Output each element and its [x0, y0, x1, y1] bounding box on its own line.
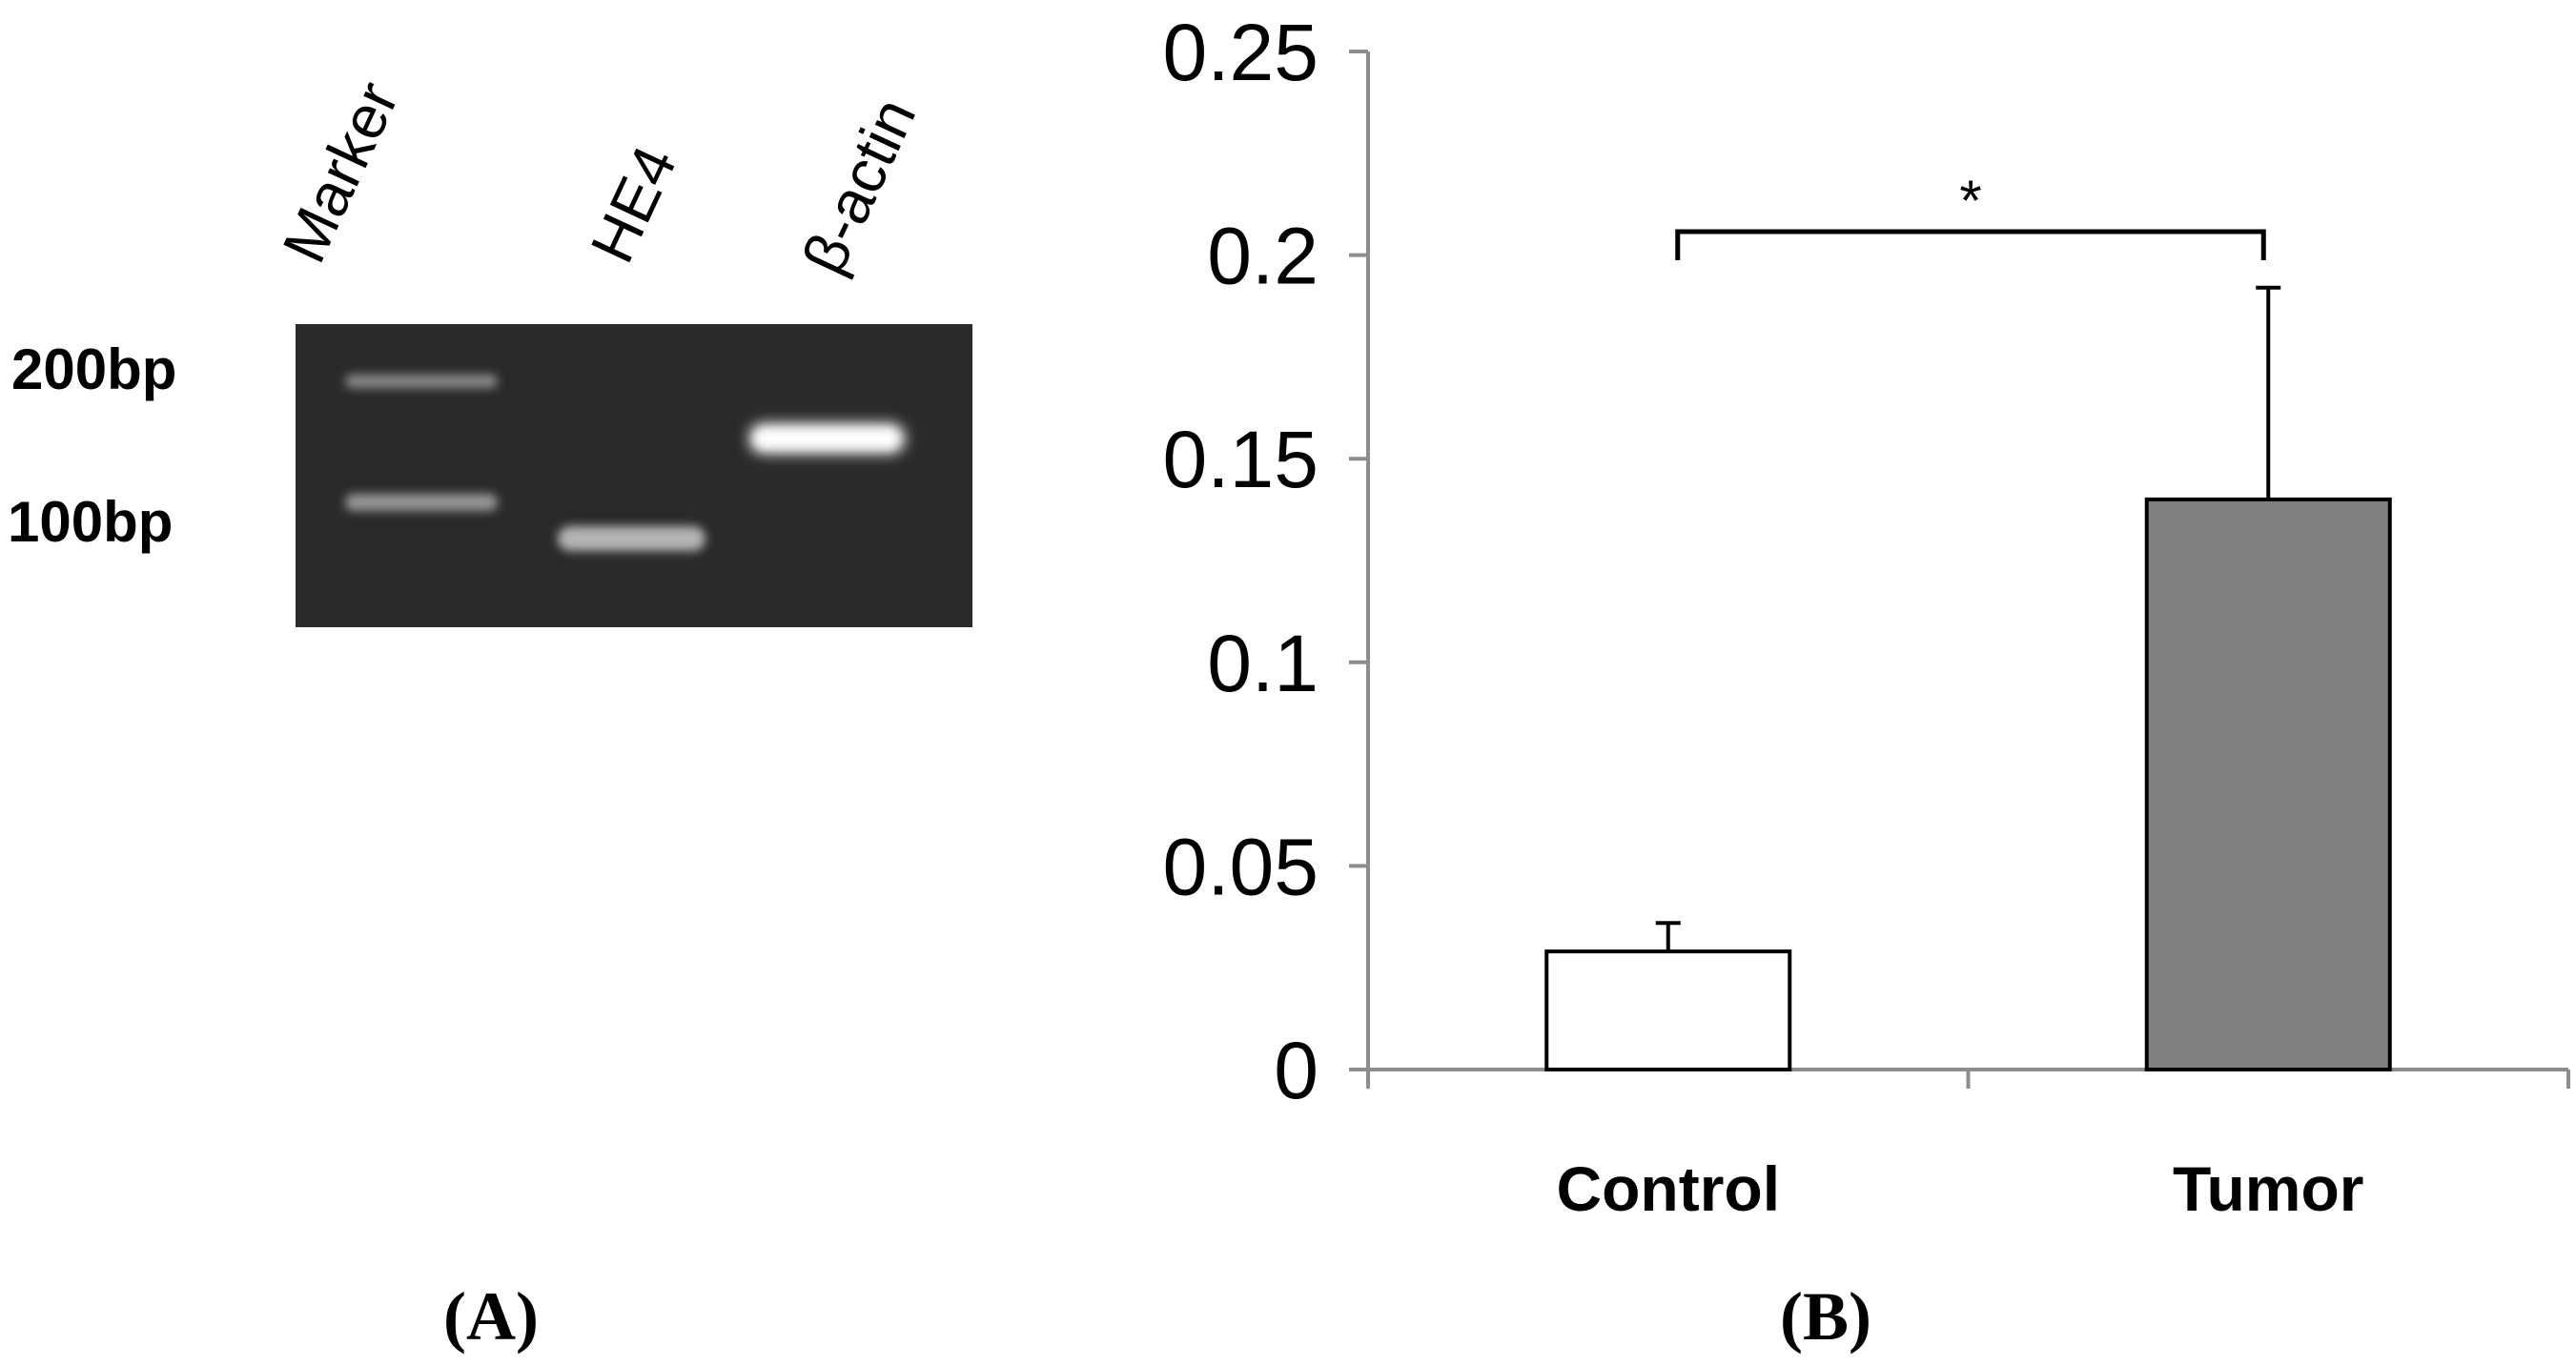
gel-lane-marker	[345, 375, 498, 511]
x-axis: Control Tumor	[1366, 1068, 2570, 1224]
gel-lane-he4	[558, 526, 705, 551]
size-marker-200bp: 200bp	[11, 337, 176, 401]
error-bars	[1655, 285, 2281, 952]
gel-band-marker-200bp	[345, 375, 498, 388]
y-tick-label: 0.25	[1163, 8, 1319, 97]
lane-label-he4: HE4	[577, 136, 689, 273]
size-marker-100bp: 100bp	[8, 490, 173, 554]
x-tick-label-tumor: Tumor	[2173, 1153, 2363, 1224]
gel-band-marker-100bp	[345, 494, 498, 511]
significance-line	[1675, 229, 2266, 260]
gel-image	[296, 324, 972, 627]
y-tick-label: 0.15	[1163, 415, 1319, 504]
panel-label-b: (B)	[1780, 1278, 1871, 1355]
lane-label-beta-actin: β-actin	[788, 88, 929, 284]
bars	[1544, 497, 2392, 1071]
y-tick-label: 0.1	[1207, 619, 1319, 708]
bar-tumor	[2144, 497, 2392, 1071]
x-tick-label-control: Control	[1556, 1153, 1780, 1224]
panel-label-a: (A)	[443, 1278, 539, 1355]
gel-band-he4	[558, 526, 705, 551]
gel-panel: Marker HE4 β-actin 200bp 100bp (A)	[8, 71, 972, 1355]
y-tick-label: 0.05	[1163, 822, 1319, 911]
y-axis: 0 0.05 0.1 0.15 0.2 0.25	[1163, 8, 1370, 1115]
bar-chart: 0 0.05 0.1 0.15 0.2 0.25 Control Tumor * (B)	[1163, 8, 2570, 1355]
y-tick-label: 0	[1274, 1026, 1319, 1115]
y-tick-label: 0.2	[1207, 212, 1319, 301]
bar-control	[1544, 949, 1792, 1071]
gel-lane-beta-actin	[748, 422, 906, 455]
significance-bracket: *	[1675, 169, 2266, 260]
significance-label: *	[1959, 169, 1981, 233]
gel-band-beta-actin	[755, 429, 898, 448]
lane-label-marker: Marker	[269, 71, 411, 273]
